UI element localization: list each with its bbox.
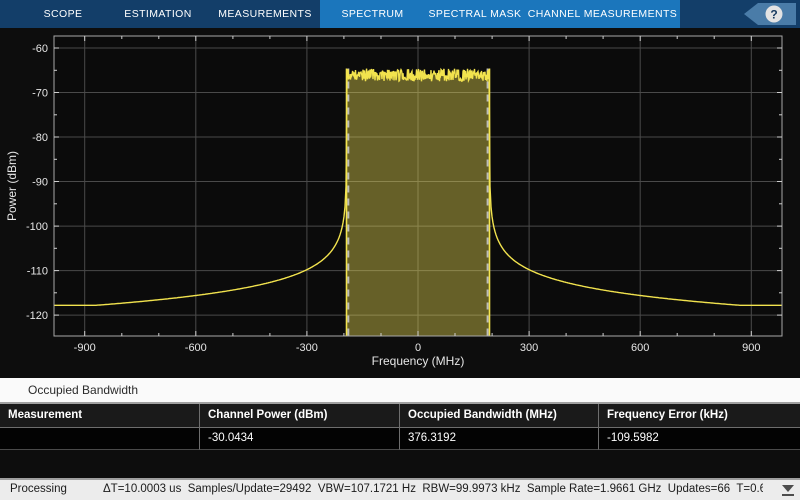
tab-spectrum[interactable]: SPECTRUM [320, 0, 425, 28]
tab-estimation[interactable]: ESTIMATION [124, 8, 192, 20]
x-tick-label: 0 [415, 342, 421, 354]
tab-measurements[interactable]: MEASUREMENTS [218, 8, 312, 20]
value-cell-1: -30.0434 [200, 428, 400, 450]
y-tick-label: -80 [32, 132, 48, 144]
measurement-table-row: -30.0434 376.3192 -109.5982 [0, 428, 800, 450]
x-axis-label: Frequency (MHz) [372, 354, 465, 368]
tab-spectral-mask[interactable]: SPECTRAL MASK [425, 0, 525, 28]
x-tick-label: -900 [74, 342, 96, 354]
header-cell-3: Frequency Error (kHz) [599, 404, 800, 428]
y-tick-label: -60 [32, 43, 48, 55]
y-tick-label: -100 [26, 221, 48, 233]
spectrum-trace [54, 67, 782, 306]
x-tick-label: 600 [631, 342, 649, 354]
value-cell-3: -109.5982 [599, 428, 800, 450]
jump-to-end-icon[interactable] [782, 485, 794, 496]
toolstrip: SCOPE ESTIMATION MEASUREMENTS SPECTRUM SPECT… [0, 0, 800, 28]
value-cell-0 [0, 428, 200, 450]
x-tick-label: 300 [520, 342, 538, 354]
x-tick-label: -300 [296, 342, 318, 354]
occupied-band-fill [346, 68, 490, 336]
x-tick-label: 900 [742, 342, 760, 354]
status-bar: Processing ΔT=10.0003 us Samples/Update=… [0, 478, 800, 500]
value-cell-2: 376.3192 [400, 428, 599, 450]
header-cell-1: Channel Power (dBm) [200, 404, 400, 428]
measurement-panel-title: Occupied Bandwidth [0, 378, 800, 402]
header-cell-2: Occupied Bandwidth (MHz) [400, 404, 599, 428]
spectrum-plot[interactable]: -900 -600 -300 0 300 600 900 -60 -70 -80 -90 -100 -1… [0, 28, 800, 378]
help-icon [765, 5, 783, 23]
tab-channel-measurements[interactable]: CHANNEL MEASUREMENTS [525, 0, 680, 28]
y-tick-label: -110 [27, 265, 48, 277]
y-tick-label: -70 [32, 87, 48, 99]
measurement-table-header: Measurement Channel Power (dBm) Occupied B… [0, 404, 800, 428]
measurement-table: Measurement Channel Power (dBm) Occupied B… [0, 402, 800, 478]
y-tick-label: -120 [26, 310, 48, 322]
help-button[interactable]: ? [742, 1, 798, 27]
status-metrics: ΔT=10.0003 us Samples/Update=29492 VBW=1… [103, 483, 763, 495]
y-axis-label: Power (dBm) [5, 151, 19, 221]
x-tick-label: -600 [185, 342, 207, 354]
help-icon-glyph: ? [770, 8, 777, 22]
y-tick-label: -90 [32, 176, 48, 188]
header-cell-0: Measurement [0, 404, 200, 428]
status-state: Processing [10, 483, 67, 495]
tab-scope[interactable]: SCOPE [43, 8, 83, 20]
